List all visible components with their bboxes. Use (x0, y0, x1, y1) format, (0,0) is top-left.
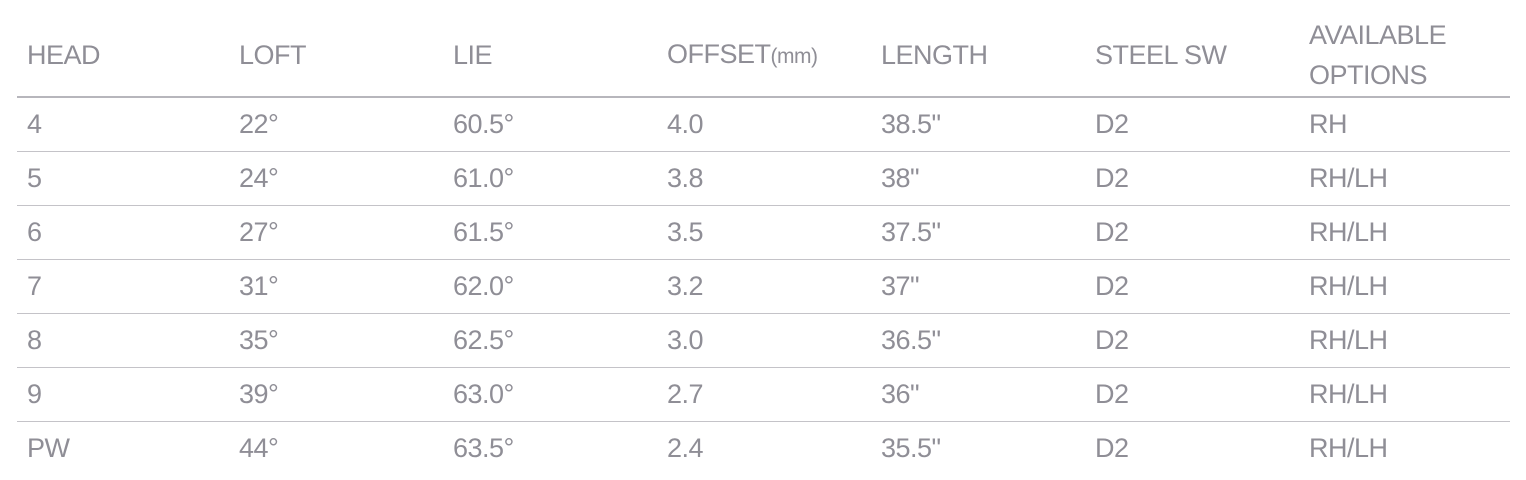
cell-loft: 35° (229, 313, 443, 368)
cell-offset: 3.0 (657, 313, 871, 368)
cell-head: PW (27, 432, 70, 463)
cell-options: RH/LH (1299, 259, 1510, 314)
cell-loft: 22° (229, 97, 443, 152)
cell-loft: 27° (229, 205, 443, 260)
specs-table: HEAD LOFT LIE OFFSET(mm) LENGTH STEEL SW… (17, 14, 1510, 475)
cell-lie: 62.0° (443, 259, 657, 314)
cell-options: RH/LH (1299, 313, 1510, 368)
header-loft: LOFT (229, 14, 443, 98)
cell-head: 5 (17, 151, 229, 206)
cell-length: 36.5" (871, 313, 1085, 368)
table-row: 7 31° 62.0° 3.2 37" D2 RH/LH (17, 259, 1510, 314)
header-offset: OFFSET(mm) (657, 14, 871, 98)
header-lie: LIE (443, 14, 657, 98)
header-offset-label: OFFSET (667, 38, 771, 69)
table-body: 4 22° 60.5° 4.0 38.5" D2 RH 5 24° 61.0° … (17, 97, 1510, 475)
header-row: HEAD LOFT LIE OFFSET(mm) LENGTH STEEL SW… (17, 14, 1510, 98)
cell-offset: 3.8 (657, 151, 871, 206)
header-available-options-line1: AVAILABLE (1309, 20, 1447, 50)
cell-options: RH/LH (1309, 432, 1388, 463)
cell-head: 6 (17, 205, 229, 260)
header-available-options: AVAILABLE OPTIONS (1299, 14, 1510, 98)
cell-lie: 61.0° (443, 151, 657, 206)
cell-steel-sw: D2 (1085, 97, 1299, 152)
cell-offset: 3.2 (657, 259, 871, 314)
table-row: PW 44° 63.5° 2.4 35.5" D2 RH/LH (17, 421, 1510, 475)
cell-steel-sw: D2 (1095, 432, 1129, 463)
table-row: 4 22° 60.5° 4.0 38.5" D2 RH (17, 97, 1510, 152)
cell-loft: 31° (229, 259, 443, 314)
cell-options: RH/LH (1299, 367, 1510, 422)
header-offset-unit: (mm) (770, 44, 818, 68)
table-row: 5 24° 61.0° 3.8 38" D2 RH/LH (17, 151, 1510, 206)
cell-lie: 62.5° (443, 313, 657, 368)
cell-length: 36" (871, 367, 1085, 422)
cell-length: 35.5" (881, 432, 941, 463)
header-head: HEAD (17, 14, 229, 98)
cell-offset: 2.7 (657, 367, 871, 422)
table-row: 8 35° 62.5° 3.0 36.5" D2 RH/LH (17, 313, 1510, 368)
cell-steel-sw: D2 (1085, 259, 1299, 314)
header-steel-sw: STEEL SW (1085, 14, 1299, 98)
header-length: LENGTH (871, 14, 1085, 98)
cell-length: 38.5" (871, 97, 1085, 152)
cell-lie: 63.0° (443, 367, 657, 422)
cell-loft: 44° (239, 432, 279, 463)
cell-steel-sw: D2 (1085, 313, 1299, 368)
table-header: HEAD LOFT LIE OFFSET(mm) LENGTH STEEL SW… (17, 14, 1510, 98)
cell-steel-sw: D2 (1085, 367, 1299, 422)
cell-steel-sw: D2 (1085, 151, 1299, 206)
cell-length: 37.5" (871, 205, 1085, 260)
cell-length: 37" (871, 259, 1085, 314)
table-row: 9 39° 63.0° 2.7 36" D2 RH/LH (17, 367, 1510, 422)
header-available-options-line2: OPTIONS (1309, 60, 1428, 90)
cell-options: RH (1299, 97, 1510, 152)
cell-offset: 4.0 (657, 97, 871, 152)
cell-head: 9 (17, 367, 229, 422)
cell-lie: 60.5° (443, 97, 657, 152)
cell-lie: 63.5° (453, 432, 514, 463)
cell-options: RH/LH (1299, 205, 1510, 260)
cell-options: RH/LH (1299, 151, 1510, 206)
cell-steel-sw: D2 (1085, 205, 1299, 260)
cell-head: 8 (17, 313, 229, 368)
cell-offset: 2.4 (667, 432, 704, 463)
cell-length: 38" (871, 151, 1085, 206)
cell-loft: 39° (229, 367, 443, 422)
cell-head: 7 (17, 259, 229, 314)
table-row: 6 27° 61.5° 3.5 37.5" D2 RH/LH (17, 205, 1510, 260)
cell-lie: 61.5° (443, 205, 657, 260)
cell-loft: 24° (229, 151, 443, 206)
cell-offset: 3.5 (657, 205, 871, 260)
cell-head: 4 (17, 97, 229, 152)
